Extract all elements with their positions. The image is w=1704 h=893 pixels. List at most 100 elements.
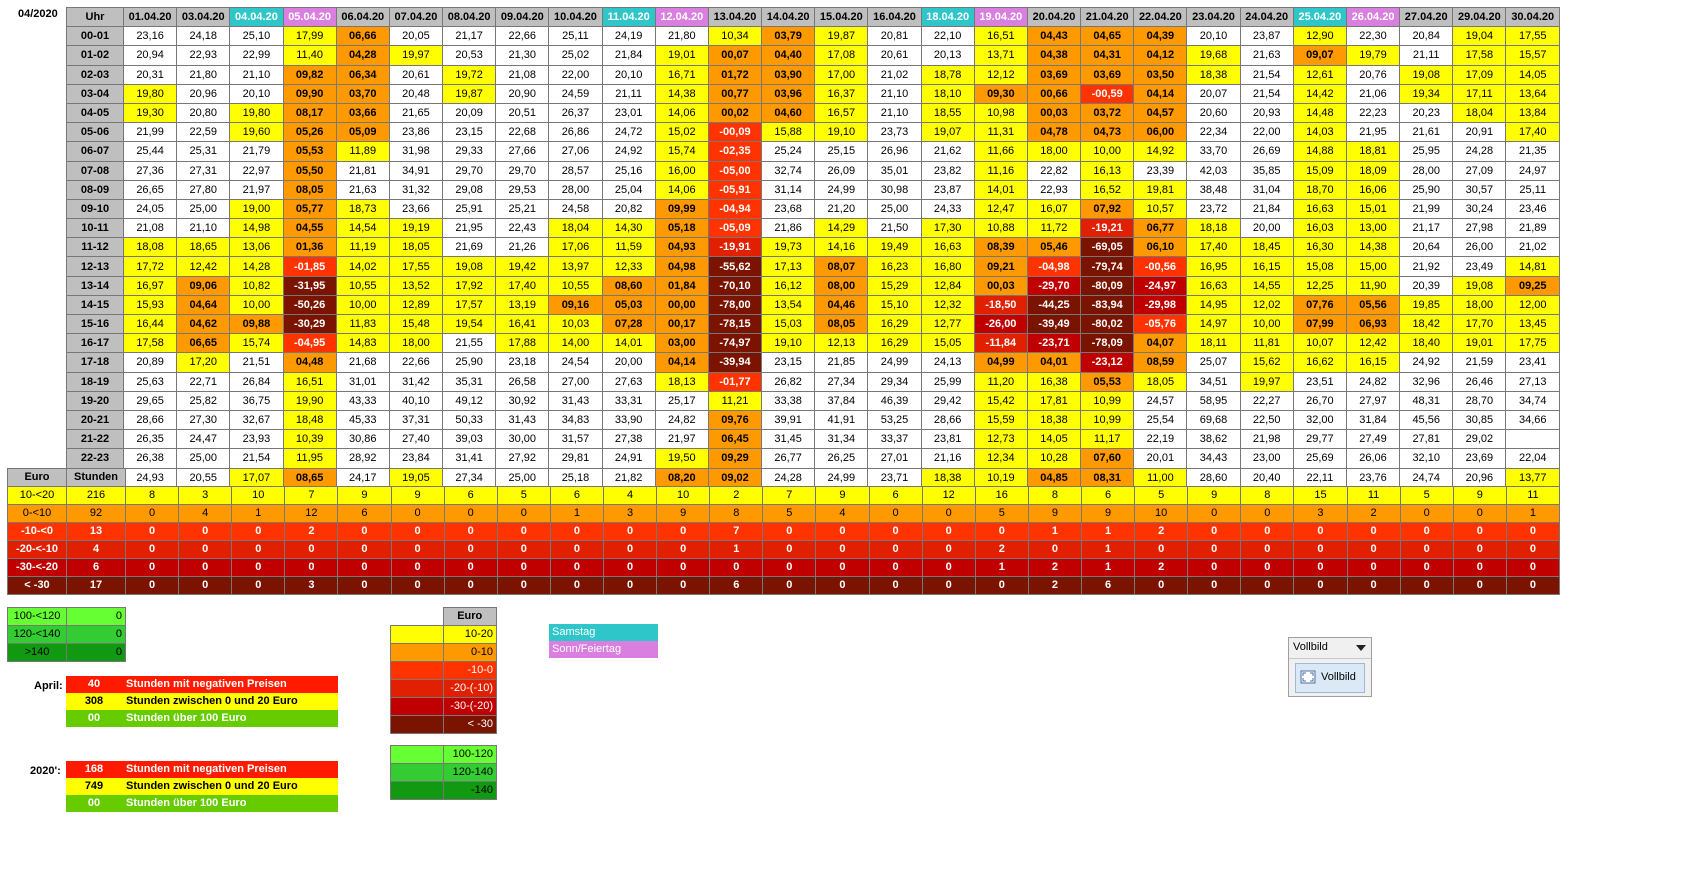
price-cell: 25,54 xyxy=(1133,409,1188,431)
range-count: 0 xyxy=(762,558,817,577)
price-cell: 26,38 xyxy=(122,448,178,469)
count-row: 0-<10 92 0 4 1 12 6 0 0 0 1 3 9 8 5 4 0 0 5 9 9 10 0 0 3 2 0 0 1 xyxy=(7,504,1561,523)
spacer xyxy=(1081,469,1134,487)
legend-label: 10-20 xyxy=(442,625,497,644)
saturday-legend: Samstag xyxy=(549,624,658,641)
price-cell: 21,55 xyxy=(442,333,497,354)
price-cell: 26,35 xyxy=(122,429,178,450)
hour-row: 15-16 16,44 04,62 09,88 -30,29 11,83 15,48 19,5… xyxy=(66,313,1560,335)
price-cell: 15,93 xyxy=(122,294,178,316)
range-count: 0 xyxy=(390,558,445,577)
price-cell: 22,66 xyxy=(495,26,550,47)
price-cell: -05,76 xyxy=(1133,313,1188,335)
spacer xyxy=(338,469,391,487)
range-count: 11 xyxy=(1505,486,1561,505)
price-cell: 09,07 xyxy=(1292,45,1347,66)
hour-label: 07-08 xyxy=(66,160,124,181)
range-count: 0 xyxy=(443,558,498,577)
range-count: 0 xyxy=(1399,540,1454,559)
price-cell: 14,98 xyxy=(229,218,284,239)
price-cell: 07,76 xyxy=(1292,294,1347,316)
high-range-label: >140 xyxy=(7,643,67,662)
price-cell: 23,18 xyxy=(495,352,550,373)
price-cell: 18,45 xyxy=(1239,237,1294,258)
summary-row: 00 Stunden über 100 Euro xyxy=(66,795,338,812)
price-cell: 05,56 xyxy=(1345,294,1401,316)
price-cell: 26,77 xyxy=(761,448,816,469)
price-cell: 10,82 xyxy=(229,275,284,296)
date-header: 30.04.20 xyxy=(1505,6,1560,28)
price-cell: 18,42 xyxy=(1399,313,1454,335)
price-cell: 20,07 xyxy=(1186,83,1241,104)
range-count: 3 xyxy=(1293,504,1348,523)
price-cell: 30,24 xyxy=(1452,198,1507,220)
price-cell: 09,99 xyxy=(654,198,709,220)
price-cell: 23,84 xyxy=(388,448,444,469)
range-count: 0 xyxy=(1452,576,1507,595)
price-cell: 14,29 xyxy=(814,218,869,239)
price-cell: 28,70 xyxy=(1452,390,1507,411)
price-cell: 20,05 xyxy=(388,26,444,47)
price-cell: 22,10 xyxy=(920,26,975,47)
price-cell: 21,26 xyxy=(495,237,550,258)
legend-label: -20-(-10) xyxy=(442,679,497,698)
summary-text: Stunden über 100 Euro xyxy=(126,797,247,809)
price-cell: 18,04 xyxy=(548,218,603,239)
fullscreen-button[interactable]: Vollbild xyxy=(1295,663,1365,693)
price-cell: 10,00 xyxy=(335,294,390,316)
price-cell: 22,43 xyxy=(495,218,550,239)
price-cell: 18,04 xyxy=(1452,102,1507,124)
price-cell: 11,17 xyxy=(1080,429,1135,450)
price-cell: 17,11 xyxy=(1452,83,1507,104)
price-cell: 12,42 xyxy=(176,256,231,277)
spacer xyxy=(179,469,232,487)
range-count: 0 xyxy=(496,522,551,541)
price-cell: 14,38 xyxy=(654,83,709,104)
hour-label: 02-03 xyxy=(66,64,124,85)
price-cell: 24,91 xyxy=(601,448,656,469)
price-cell: 19,08 xyxy=(1399,64,1454,85)
price-cell: -55,62 xyxy=(707,256,763,277)
price-cell: 15,74 xyxy=(229,333,284,354)
price-cell: 27,31 xyxy=(176,160,231,181)
price-cell: 20,51 xyxy=(495,102,550,124)
price-cell: 26,46 xyxy=(1452,371,1507,392)
range-count: 0 xyxy=(496,558,551,577)
price-cell: -24,97 xyxy=(1133,275,1188,296)
price-cell: 24,92 xyxy=(601,141,656,162)
price-cell: -19,21 xyxy=(1080,218,1135,239)
hour-row: 09-10 24,05 25,00 19,00 05,77 18,73 23,66 25,91… xyxy=(66,198,1560,220)
range-count: 4 xyxy=(602,486,658,505)
price-cell: 20,80 xyxy=(176,102,231,124)
price-cell: 31,57 xyxy=(548,429,603,450)
price-cell: 04,85 xyxy=(1026,467,1082,488)
view-dropdown[interactable]: Vollbild xyxy=(1289,638,1371,659)
range-count: 7 xyxy=(709,522,764,541)
price-cell: 21,02 xyxy=(1505,237,1560,258)
range-count: 0 xyxy=(390,504,445,523)
price-cell: 15,88 xyxy=(761,122,816,143)
range-count: 6 xyxy=(549,486,604,505)
price-cell: 24,47 xyxy=(176,429,231,450)
price-cell: 25,90 xyxy=(442,352,497,373)
date-header: 14.04.20 xyxy=(761,6,816,28)
price-cell: 20,10 xyxy=(601,64,656,85)
range-count: 0 xyxy=(921,504,976,523)
date-header: 07.04.20 xyxy=(388,6,444,28)
legend-label: 120-140 xyxy=(443,763,497,782)
price-cell: 25,82 xyxy=(176,390,231,411)
month-label: 04/2020 xyxy=(18,8,58,20)
price-cell: 20,00 xyxy=(1239,218,1294,239)
range-count: 8 xyxy=(709,504,764,523)
price-cell: 23,49 xyxy=(1452,256,1507,277)
price-cell: 20,39 xyxy=(1399,275,1454,296)
price-cell: 15,48 xyxy=(388,313,444,335)
price-cell: 23,69 xyxy=(1452,448,1507,469)
price-cell: 16,29 xyxy=(867,313,922,335)
price-cell: 24,57 xyxy=(1133,390,1188,411)
price-cell: 21,95 xyxy=(442,218,497,239)
price-cell: 10,34 xyxy=(707,26,763,47)
price-cell: 21,10 xyxy=(867,102,922,124)
spacer xyxy=(550,469,603,487)
price-cell: 21,17 xyxy=(442,26,497,47)
